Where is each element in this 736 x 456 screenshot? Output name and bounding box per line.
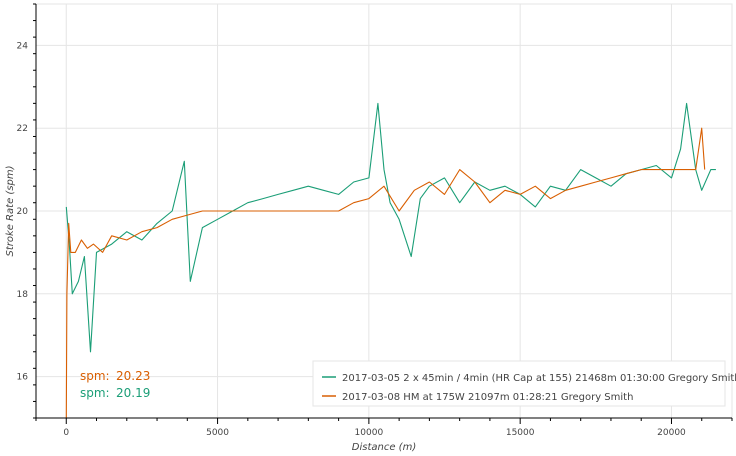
y-tick-label: 20 — [17, 207, 29, 217]
x-tick-label: 15000 — [506, 428, 535, 438]
y-tick-label: 22 — [17, 124, 28, 134]
legend-label-orange: 2017-03-08 HM at 175W 21097m 01:28:21 Gr… — [342, 392, 633, 403]
annotation-orange-label: spm: — [80, 369, 110, 383]
series-lines — [65, 102, 716, 419]
annotation-orange-value: 20.23 — [116, 369, 150, 383]
annotation-green-label: spm: — [80, 386, 110, 400]
annotation-green-value: 20.19 — [116, 386, 150, 400]
annotation-orange: spm: 20.23 — [80, 369, 150, 383]
x-axis: 0 5000 10000 15000 20000 — [35, 417, 733, 438]
y-tick-label: 18 — [17, 290, 29, 300]
annotation-green: spm: 20.19 — [80, 386, 150, 400]
x-tick-label: 0 — [63, 428, 69, 438]
legend: 2017-03-05 2 x 45min / 4min (HR Cap at 1… — [312, 360, 736, 407]
grid — [36, 4, 732, 418]
y-axis-title: Stroke Rate (spm) — [5, 165, 16, 256]
x-tick-label: 20000 — [657, 428, 686, 438]
y-tick-label: 16 — [17, 373, 29, 383]
y-axis: 16 18 20 22 24 — [17, 3, 37, 419]
x-axis-title: Distance (m) — [352, 442, 416, 453]
legend-label-green: 2017-03-05 2 x 45min / 4min (HR Cap at 1… — [342, 373, 736, 384]
x-tick-label: 10000 — [355, 428, 384, 438]
series-line-1 — [65, 127, 706, 419]
x-tick-label: 5000 — [206, 428, 229, 438]
series-line-0 — [65, 102, 716, 353]
y-tick-label: 24 — [17, 41, 29, 51]
